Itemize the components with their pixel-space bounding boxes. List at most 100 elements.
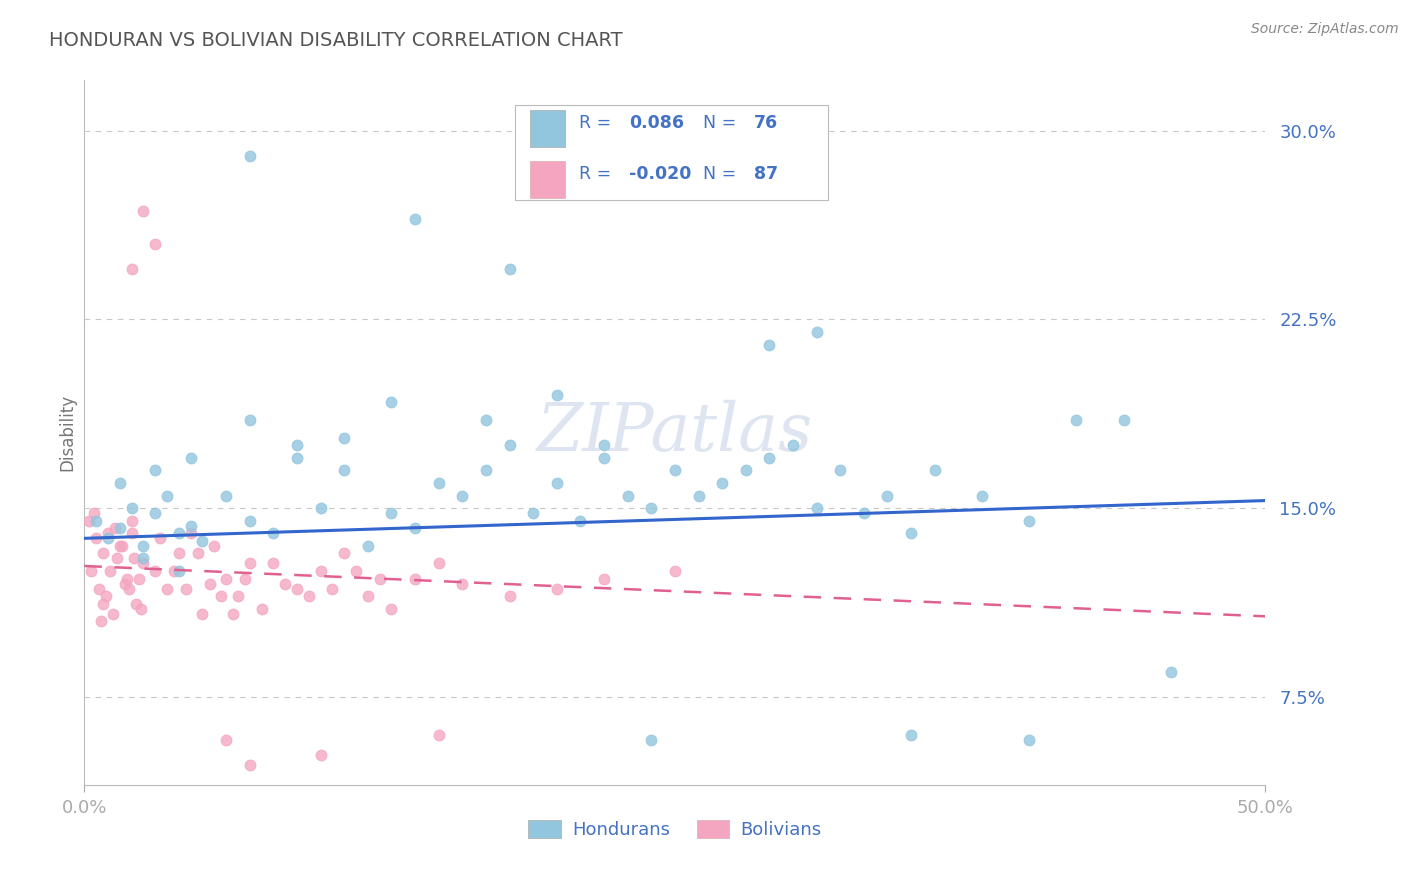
Point — [239, 557, 262, 571]
Point — [250, 602, 273, 616]
Point — [498, 262, 520, 277]
Point — [91, 597, 114, 611]
Point — [298, 589, 321, 603]
Point — [167, 526, 190, 541]
Point — [546, 582, 568, 596]
Point — [333, 546, 356, 560]
Point — [167, 546, 190, 560]
Point — [852, 506, 875, 520]
Point — [970, 489, 993, 503]
Point — [404, 572, 426, 586]
Point — [156, 582, 179, 596]
Point — [222, 607, 245, 621]
Point — [132, 551, 155, 566]
Point — [309, 564, 332, 578]
Point — [664, 564, 686, 578]
FancyBboxPatch shape — [516, 105, 828, 200]
Point — [593, 450, 616, 465]
Point — [734, 463, 756, 477]
Point — [128, 572, 150, 586]
Point — [285, 438, 308, 452]
Point — [1066, 413, 1088, 427]
Text: ZIPatlas: ZIPatlas — [537, 400, 813, 466]
Point — [111, 539, 134, 553]
Point — [239, 514, 262, 528]
Point — [97, 531, 120, 545]
Text: R =: R = — [579, 165, 612, 183]
Point — [616, 489, 638, 503]
Point — [143, 463, 166, 477]
Point — [239, 413, 262, 427]
Point — [121, 514, 143, 528]
Point — [129, 602, 152, 616]
Point — [806, 501, 828, 516]
Point — [475, 413, 498, 427]
Point — [380, 506, 402, 520]
Point — [149, 531, 172, 545]
Text: 0.086: 0.086 — [628, 113, 683, 131]
Y-axis label: Disability: Disability — [58, 394, 76, 471]
Point — [121, 262, 143, 277]
Point — [174, 582, 197, 596]
Point — [187, 546, 209, 560]
Point — [132, 204, 155, 219]
Point — [427, 475, 450, 490]
Point — [475, 463, 498, 477]
Point — [91, 546, 114, 560]
Point — [209, 589, 232, 603]
Point — [380, 602, 402, 616]
Point — [900, 526, 922, 541]
Point — [191, 607, 214, 621]
Point — [84, 514, 107, 528]
Point — [593, 572, 616, 586]
Point — [333, 463, 356, 477]
Point — [239, 757, 262, 772]
Point — [132, 539, 155, 553]
Point — [806, 325, 828, 339]
Point — [143, 236, 166, 251]
Point — [167, 564, 190, 578]
Text: N =: N = — [703, 165, 737, 183]
Point — [285, 450, 308, 465]
Point — [125, 597, 148, 611]
Point — [546, 475, 568, 490]
Point — [215, 489, 238, 503]
Point — [191, 533, 214, 548]
Point — [108, 521, 131, 535]
Point — [593, 438, 616, 452]
Point — [357, 539, 380, 553]
Point — [97, 526, 120, 541]
Point — [1112, 413, 1135, 427]
Point — [90, 615, 112, 629]
Legend: Hondurans, Bolivians: Hondurans, Bolivians — [522, 813, 828, 847]
Point — [640, 732, 662, 747]
Point — [118, 582, 141, 596]
Point — [180, 518, 202, 533]
Point — [451, 489, 474, 503]
Point — [404, 211, 426, 226]
Point — [94, 589, 117, 603]
Text: -0.020: -0.020 — [628, 165, 692, 183]
Point — [640, 501, 662, 516]
Point — [215, 572, 238, 586]
Point — [107, 551, 129, 566]
Point — [344, 564, 367, 578]
Point — [758, 337, 780, 351]
Point — [87, 582, 110, 596]
Text: R =: R = — [579, 113, 612, 131]
Text: N =: N = — [703, 113, 737, 131]
Point — [498, 589, 520, 603]
Point — [782, 438, 804, 452]
Point — [84, 531, 107, 545]
Point — [262, 526, 284, 541]
Point — [368, 572, 391, 586]
Point — [101, 607, 124, 621]
Point — [309, 747, 332, 762]
Point — [198, 576, 221, 591]
Point — [357, 589, 380, 603]
Point — [121, 526, 143, 541]
Point — [285, 582, 308, 596]
Point — [333, 431, 356, 445]
Point — [274, 576, 297, 591]
Point — [427, 557, 450, 571]
